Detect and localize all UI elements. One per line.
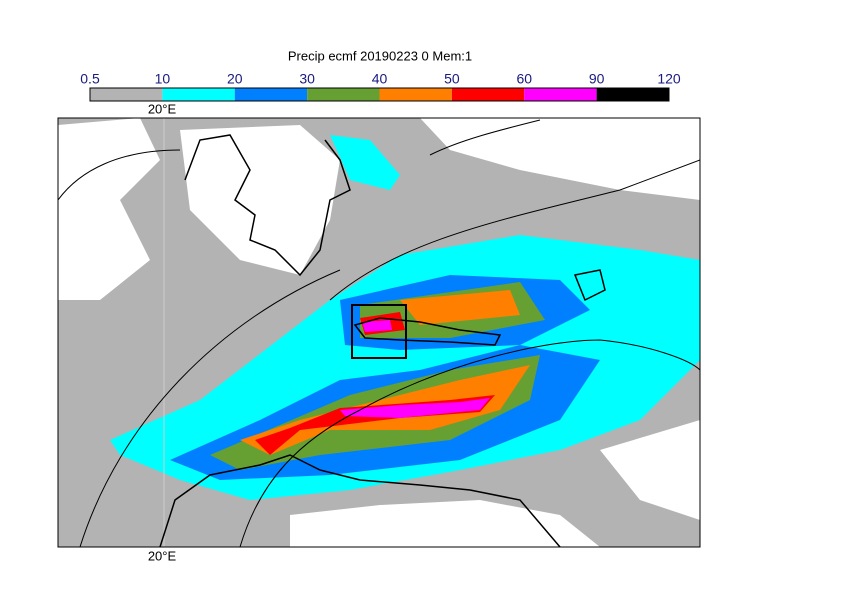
colorbar-tick-label: 60: [516, 71, 532, 87]
boundary: [58, 119, 700, 547]
colorbar-swatch: [524, 88, 597, 101]
colorbar-tick-label: 30: [299, 71, 315, 87]
colorbar-tick-label: 0.5: [80, 71, 100, 87]
precip-area: [362, 320, 392, 332]
lon-label: 20°E: [148, 101, 177, 116]
coastline: [353, 317, 502, 346]
colorbar-tick-label: 50: [444, 71, 460, 87]
colorbar-swatch: [162, 88, 235, 101]
map: [58, 118, 700, 547]
title: Precip ecmf 20190223 0 Mem:1: [288, 48, 472, 63]
coastline: [159, 454, 561, 547]
colorbar-swatch: [234, 88, 308, 101]
precip-area: [340, 398, 490, 418]
dry-areas: [58, 118, 700, 547]
focus-box: [351, 304, 407, 359]
colorbar-tick-label: 40: [372, 71, 388, 87]
colorbar-tick-label: 20: [227, 71, 243, 87]
colorbar-frame: [89, 87, 670, 102]
colorbar-swatch: [596, 88, 669, 101]
colorbar-swatch: [379, 88, 452, 101]
lon-label: 20°E: [148, 548, 177, 563]
colorbar: 0.5 10 20 30 40 50 60 90 120: [80, 71, 681, 102]
colorbar-tick-label: 120: [657, 71, 681, 87]
colorbar-swatch: [90, 88, 163, 101]
coastline: [184, 134, 351, 277]
precip-area: [330, 135, 400, 190]
precip-area: [400, 290, 520, 325]
colorbar-swatch: [307, 88, 380, 101]
map-frame: [57, 117, 701, 548]
colorbar-tick-label: 10: [155, 71, 171, 87]
colorbar-swatch: [451, 88, 525, 101]
coastline: [573, 269, 606, 302]
colorbar-tick-label: 90: [589, 71, 605, 87]
